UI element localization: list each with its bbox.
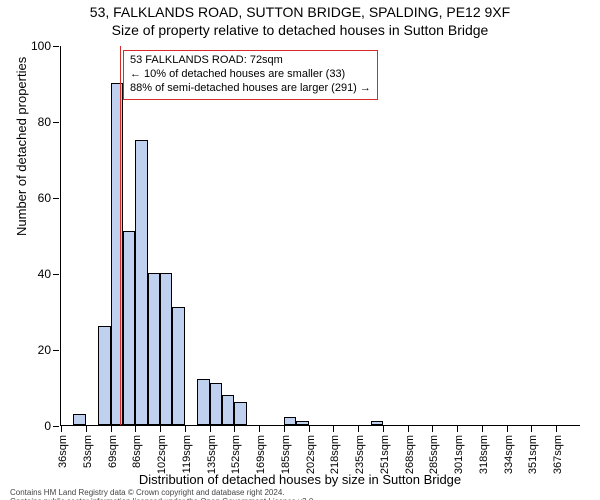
x-tick bbox=[309, 426, 310, 432]
x-tick-label: 119sqm bbox=[181, 435, 193, 473]
x-tick bbox=[358, 426, 359, 432]
x-tick bbox=[185, 426, 186, 432]
histogram-bar bbox=[222, 395, 234, 425]
x-tick bbox=[259, 426, 260, 432]
x-tick bbox=[210, 426, 211, 432]
x-tick bbox=[333, 426, 334, 432]
y-tick-label: 40 bbox=[38, 267, 51, 281]
x-tick bbox=[284, 426, 285, 432]
x-tick-label: 69sqm bbox=[107, 435, 119, 468]
histogram-bar bbox=[210, 383, 222, 425]
histogram-bar bbox=[371, 421, 383, 425]
y-tick bbox=[53, 350, 59, 351]
x-tick bbox=[234, 426, 235, 432]
histogram-bar bbox=[296, 421, 308, 425]
histogram-bar bbox=[160, 273, 172, 425]
x-tick-label: 334sqm bbox=[503, 435, 515, 474]
y-tick bbox=[53, 274, 59, 275]
x-tick bbox=[160, 426, 161, 432]
y-tick-label: 20 bbox=[38, 343, 51, 357]
y-tick bbox=[53, 46, 59, 47]
chart-container: 53, FALKLANDS ROAD, SUTTON BRIDGE, SPALD… bbox=[0, 0, 600, 500]
annotation-line: ← 10% of detached houses are smaller (33… bbox=[130, 68, 371, 82]
x-tick-label: 185sqm bbox=[280, 435, 292, 474]
histogram-bar bbox=[234, 402, 246, 425]
x-tick-label: 135sqm bbox=[206, 435, 218, 474]
x-tick-label: 218sqm bbox=[330, 435, 342, 474]
x-tick-label: 367sqm bbox=[552, 435, 564, 474]
x-tick-label: 268sqm bbox=[404, 435, 416, 474]
x-tick-label: 351sqm bbox=[528, 435, 540, 474]
x-axis-label: Distribution of detached houses by size … bbox=[0, 472, 600, 487]
x-tick-label: 318sqm bbox=[478, 435, 490, 474]
y-tick bbox=[53, 426, 59, 427]
x-tick-label: 235sqm bbox=[354, 435, 366, 474]
histogram-bar bbox=[111, 83, 123, 425]
histogram-bar bbox=[73, 414, 85, 425]
footer-attribution: Contains HM Land Registry data © Crown c… bbox=[10, 488, 590, 500]
x-tick bbox=[86, 426, 87, 432]
annotation-box: 53 FALKLANDS ROAD: 72sqm← 10% of detache… bbox=[123, 50, 378, 100]
x-tick bbox=[61, 426, 62, 432]
x-tick-label: 301sqm bbox=[453, 435, 465, 474]
x-tick-label: 152sqm bbox=[230, 435, 242, 474]
histogram-bar bbox=[148, 273, 160, 425]
footer-line-1: Contains HM Land Registry data © Crown c… bbox=[10, 488, 590, 497]
histogram-bar bbox=[197, 379, 209, 425]
histogram-bar bbox=[172, 307, 184, 425]
x-tick-label: 202sqm bbox=[305, 435, 317, 474]
x-tick-label: 169sqm bbox=[255, 435, 267, 474]
histogram-bar bbox=[98, 326, 110, 425]
y-tick bbox=[53, 198, 59, 199]
x-tick-label: 53sqm bbox=[82, 435, 94, 468]
x-tick-label: 36sqm bbox=[57, 435, 69, 468]
x-tick bbox=[383, 426, 384, 432]
x-tick bbox=[482, 426, 483, 432]
x-tick-label: 285sqm bbox=[429, 435, 441, 474]
y-axis-label: Number of detached properties bbox=[14, 57, 29, 236]
subject-property-marker bbox=[120, 46, 121, 425]
x-tick bbox=[135, 426, 136, 432]
x-tick bbox=[432, 426, 433, 432]
histogram-bar bbox=[123, 231, 135, 425]
x-tick-label: 102sqm bbox=[156, 435, 168, 474]
x-tick bbox=[507, 426, 508, 432]
y-tick bbox=[53, 122, 59, 123]
histogram-bar bbox=[135, 140, 147, 425]
chart-title-line-1: 53, FALKLANDS ROAD, SUTTON BRIDGE, SPALD… bbox=[0, 4, 600, 20]
y-tick-label: 0 bbox=[44, 419, 51, 433]
x-tick bbox=[408, 426, 409, 432]
x-tick bbox=[457, 426, 458, 432]
y-tick-label: 60 bbox=[38, 191, 51, 205]
x-tick-label: 251sqm bbox=[379, 435, 391, 474]
x-tick-label: 86sqm bbox=[131, 435, 143, 468]
y-tick-label: 80 bbox=[38, 115, 51, 129]
x-tick bbox=[531, 426, 532, 432]
annotation-line: 88% of semi-detached houses are larger (… bbox=[130, 82, 371, 96]
plot-area: 02040608010036sqm53sqm69sqm86sqm102sqm11… bbox=[60, 46, 580, 426]
chart-title-line-2: Size of property relative to detached ho… bbox=[0, 22, 600, 38]
y-tick-label: 100 bbox=[31, 39, 51, 53]
x-tick bbox=[556, 426, 557, 432]
histogram-bar bbox=[284, 417, 296, 425]
x-tick bbox=[111, 426, 112, 432]
annotation-line: 53 FALKLANDS ROAD: 72sqm bbox=[130, 54, 371, 68]
